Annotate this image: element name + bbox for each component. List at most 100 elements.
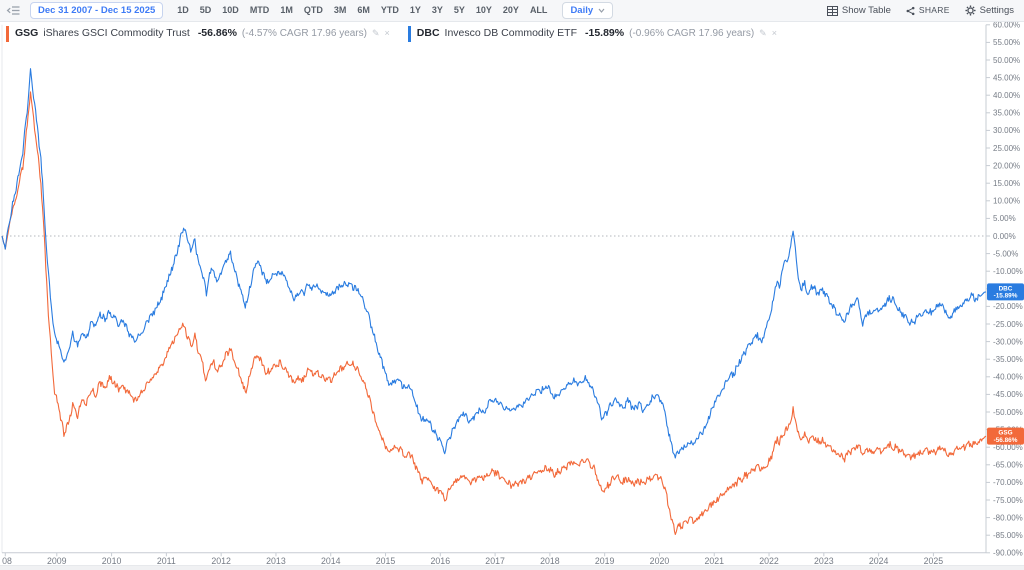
period-button-mtd[interactable]: MTD <box>249 5 270 15</box>
interval-value: Daily <box>570 4 594 16</box>
svg-text:2018: 2018 <box>540 556 560 566</box>
svg-text:2017: 2017 <box>485 556 505 566</box>
svg-text:-56.86%: -56.86% <box>994 437 1018 444</box>
svg-text:2019: 2019 <box>595 556 615 566</box>
svg-text:2013: 2013 <box>266 556 286 566</box>
svg-text:60.00%: 60.00% <box>993 21 1020 30</box>
show-table-button[interactable]: Show Table <box>826 4 891 16</box>
period-button-10y[interactable]: 10Y <box>475 5 492 15</box>
svg-text:15.00%: 15.00% <box>993 179 1020 188</box>
date-range-picker[interactable]: Dec 31 2007 - Dec 15 2025 <box>30 1 164 20</box>
share-button[interactable]: SHARE <box>906 6 950 16</box>
legend-return: -15.89% <box>585 27 625 39</box>
remove-series-icon[interactable]: × <box>771 28 777 38</box>
svg-text:40.00%: 40.00% <box>993 91 1020 100</box>
y-axis-labels: 60.00% 55.00% 50.00% 45.00% 40.00% 35.00% 30.0… <box>986 21 1023 558</box>
svg-text:2016: 2016 <box>431 556 451 566</box>
series-line-dbc[interactable] <box>1 68 987 459</box>
svg-text:2024: 2024 <box>869 556 889 566</box>
last-value-badge-gsg: GSG-56.86% <box>987 427 1024 445</box>
svg-text:-80.00%: -80.00% <box>993 513 1023 522</box>
svg-text:2021: 2021 <box>704 556 724 566</box>
legend-ticker: DBC <box>416 27 440 39</box>
series-line-gsg[interactable] <box>1 91 987 536</box>
svg-text:5.00%: 5.00% <box>993 214 1016 223</box>
svg-text:-30.00%: -30.00% <box>993 337 1023 346</box>
svg-text:-70.00%: -70.00% <box>993 478 1023 487</box>
settings-button[interactable]: Settings <box>965 5 1014 16</box>
legend-item-gsg: GSG iShares GSCI Commodity Trust -56.86% (-… <box>6 26 390 42</box>
period-button-6m[interactable]: 6M <box>357 5 370 15</box>
last-value-badge-dbc: DBC-15.89% <box>987 283 1024 301</box>
svg-text:2023: 2023 <box>814 556 834 566</box>
legend-name: Invesco DB Commodity ETF <box>444 27 577 39</box>
svg-text:-85.00%: -85.00% <box>993 531 1023 540</box>
svg-text:2011: 2011 <box>157 556 176 566</box>
share-icon <box>906 6 915 15</box>
period-button-20y[interactable]: 20Y <box>502 5 519 15</box>
svg-text:-35.00%: -35.00% <box>993 355 1023 364</box>
svg-text:-60.00%: -60.00% <box>993 443 1023 452</box>
share-label: SHARE <box>918 5 950 16</box>
period-button-3y[interactable]: 3Y <box>431 5 443 15</box>
legend-ticker: GSG <box>15 27 39 39</box>
period-buttons: 1D 5D 10D MTD 1M QTD 3M 6M YTD 1Y 3Y 5Y 10Y 20Y ALL <box>177 6 547 15</box>
svg-text:35.00%: 35.00% <box>993 109 1020 118</box>
edit-series-icon[interactable]: ✎ <box>371 28 380 38</box>
svg-text:-65.00%: -65.00% <box>993 461 1023 470</box>
toolbar: Dec 31 2007 - Dec 15 2025 1D 5D 10D MTD 1M QT… <box>0 0 1024 22</box>
period-button-3m[interactable]: 3M <box>333 5 347 15</box>
svg-text:-90.00%: -90.00% <box>993 549 1023 558</box>
svg-text:-75.00%: -75.00% <box>993 496 1023 505</box>
period-button-all[interactable]: ALL <box>529 5 548 15</box>
collapse-panel-button[interactable] <box>6 4 21 17</box>
legend-cagr: (-4.57% CAGR 17.96 years) <box>241 28 367 39</box>
show-table-label: Show Table <box>841 4 891 16</box>
legend-cagr: (-0.96% CAGR 17.96 years) <box>629 28 755 39</box>
period-button-5y[interactable]: 5Y <box>453 5 465 15</box>
svg-text:-50.00%: -50.00% <box>993 408 1023 417</box>
svg-text:0.00%: 0.00% <box>993 232 1016 241</box>
svg-text:2009: 2009 <box>47 556 67 566</box>
svg-text:DBC: DBC <box>999 285 1013 292</box>
svg-text:25.00%: 25.00% <box>993 144 1020 153</box>
chevron-down-icon <box>598 8 605 13</box>
collapse-panel-icon <box>6 6 20 15</box>
svg-text:30.00%: 30.00% <box>993 126 1020 135</box>
svg-text:55.00%: 55.00% <box>993 38 1020 47</box>
legend-name: iShares GSCI Commodity Trust <box>43 27 190 39</box>
chart-legend: GSG iShares GSCI Commodity Trust -56.86% (-… <box>6 26 777 42</box>
svg-text:-20.00%: -20.00% <box>993 302 1023 311</box>
svg-text:-15.89%: -15.89% <box>994 293 1018 300</box>
settings-label: Settings <box>979 4 1014 16</box>
toolbar-right: Show Table SHARE <box>826 4 1014 16</box>
remove-series-icon[interactable]: × <box>384 28 390 38</box>
period-button-1m[interactable]: 1M <box>280 5 293 15</box>
legend-return: -56.86% <box>197 27 237 39</box>
svg-text:10.00%: 10.00% <box>993 197 1020 206</box>
svg-text:20.00%: 20.00% <box>993 161 1020 170</box>
edit-series-icon[interactable]: ✎ <box>759 28 767 38</box>
svg-text:2015: 2015 <box>376 556 396 566</box>
table-icon <box>826 5 838 16</box>
svg-text:-40.00%: -40.00% <box>993 373 1023 382</box>
svg-text:50.00%: 50.00% <box>993 56 1020 65</box>
svg-text:-25.00%: -25.00% <box>993 320 1023 329</box>
svg-text:-45.00%: -45.00% <box>993 390 1023 399</box>
period-button-qtd[interactable]: QTD <box>303 5 323 15</box>
svg-text:2010: 2010 <box>102 556 122 566</box>
period-button-1y[interactable]: 1Y <box>409 5 421 15</box>
period-button-1d[interactable]: 1D <box>177 5 189 15</box>
x-axis-labels: 08 2009 2010 2011 2012 2013 2014 2015 2016 2017 20… <box>2 552 944 566</box>
svg-text:2025: 2025 <box>924 556 944 566</box>
bottom-scroll-strip[interactable] <box>0 565 1024 570</box>
interval-select[interactable]: Daily <box>562 1 614 20</box>
legend-item-dbc: DBC Invesco DB Commodity ETF -15.89% (-0.96… <box>407 26 777 42</box>
period-button-10d[interactable]: 10D <box>222 5 239 15</box>
period-button-ytd[interactable]: YTD <box>380 5 399 15</box>
svg-text:-5.00%: -5.00% <box>993 249 1018 258</box>
period-button-5d[interactable]: 5D <box>199 5 212 15</box>
svg-text:2014: 2014 <box>321 556 341 566</box>
